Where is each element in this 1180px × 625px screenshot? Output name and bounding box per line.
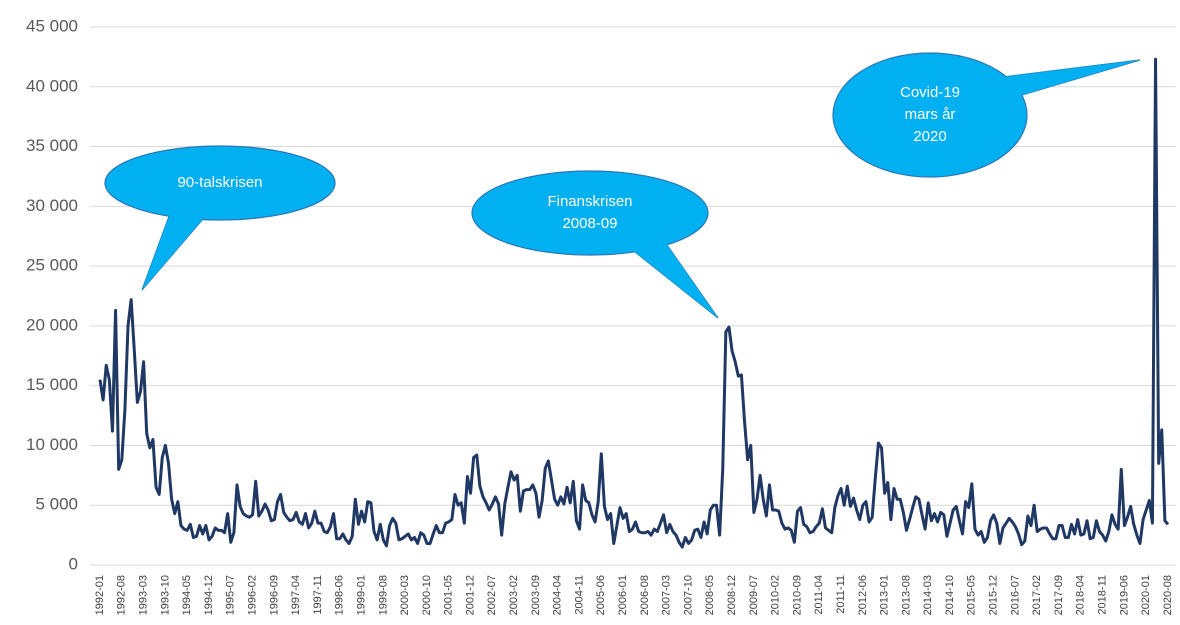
line-series xyxy=(98,57,1170,549)
x-tick-label: 2003-09 xyxy=(530,575,542,615)
x-tick-label: 2020-01 xyxy=(1140,575,1152,615)
x-tick-label: 1998-06 xyxy=(334,575,346,615)
callout: Finanskrisen 2008-09 xyxy=(471,170,719,319)
x-tick-label: 2020-08 xyxy=(1162,575,1174,615)
x-tick-label: 2015-12 xyxy=(988,575,1000,615)
callout-bubble xyxy=(471,170,709,256)
x-tick-label: 2008-12 xyxy=(726,575,738,615)
x-tick-label: 2007-10 xyxy=(682,575,694,615)
x-tick-label: 2010-09 xyxy=(791,575,803,615)
x-tick-label: 1992-08 xyxy=(116,575,128,615)
y-tick-label: 5 000 xyxy=(35,495,78,514)
x-tick-label: 2009-07 xyxy=(748,575,760,615)
annotation: 90-talskrisen xyxy=(177,174,262,191)
callout: Covid-19 mars år 2020 xyxy=(832,52,1141,178)
y-tick-label: 10 000 xyxy=(26,435,78,454)
x-tick-label: 2000-10 xyxy=(421,575,433,615)
x-tick-label: 1995-07 xyxy=(225,575,237,615)
x-tick-label: 2004-11 xyxy=(573,575,585,615)
annotation: Covid-19 xyxy=(900,84,960,101)
x-tick-label: 1994-05 xyxy=(181,575,193,615)
x-tick-label: 2002-07 xyxy=(486,575,498,615)
x-tick-label: 2013-08 xyxy=(900,575,912,615)
y-tick-label: 0 xyxy=(69,554,78,573)
y-tick-label: 45 000 xyxy=(26,16,78,35)
x-tick-label: 2006-01 xyxy=(617,575,629,615)
y-tick-label: 35 000 xyxy=(26,136,78,155)
x-tick-label: 1994-12 xyxy=(203,575,215,615)
x-tick-label: 1996-09 xyxy=(268,575,280,615)
x-tick-label: 2012-06 xyxy=(857,575,869,615)
callout-tail-fill xyxy=(142,200,215,290)
x-tick-label: 2016-07 xyxy=(1009,575,1021,615)
y-tick-label: 40 000 xyxy=(26,76,78,95)
callout-bubble xyxy=(832,52,1028,178)
callout-tail-fill xyxy=(620,235,718,318)
x-tick-label: 2003-02 xyxy=(508,575,520,615)
x-tick-label: 2001-12 xyxy=(464,575,476,615)
x-tick-label: 1997-11 xyxy=(312,575,324,615)
x-tick-label: 2006-08 xyxy=(639,575,651,615)
x-tick-label: 1992-01 xyxy=(94,575,106,615)
x-tick-label: 2010-02 xyxy=(770,575,782,615)
y-tick-label: 15 000 xyxy=(26,375,78,394)
x-tick-label: 1999-01 xyxy=(355,575,367,615)
x-tick-label: 2011-11 xyxy=(835,575,847,614)
x-tick-label: 2014-03 xyxy=(922,575,934,615)
x-tick-label: 2011-04 xyxy=(813,575,825,615)
x-tick-label: 1996-02 xyxy=(246,575,258,615)
x-tick-label: 2013-01 xyxy=(879,575,891,615)
y-tick-label: 30 000 xyxy=(26,196,78,215)
annotation: 2020 xyxy=(913,128,946,145)
x-tick-label: 2007-03 xyxy=(661,575,673,615)
x-tick-label: 1999-08 xyxy=(377,575,389,615)
x-tick-label: 2005-06 xyxy=(595,575,607,615)
x-tick-label: 2014-10 xyxy=(944,575,956,615)
callout-tail-fill xyxy=(995,60,1140,100)
annotation: 2008-09 xyxy=(562,215,617,232)
x-tick-label: 2019-06 xyxy=(1118,575,1130,615)
x-tick-label: 1993-03 xyxy=(137,575,149,615)
y-tick-label: 20 000 xyxy=(26,315,78,334)
x-tick-label: 2018-11 xyxy=(1097,575,1109,615)
x-tick-label: 2015-05 xyxy=(966,575,978,615)
x-tick-label: 2001-05 xyxy=(443,575,455,615)
x-tick-label: 1997-04 xyxy=(290,575,302,615)
y-tick-label: 25 000 xyxy=(26,256,78,275)
x-tick-label: 2017-02 xyxy=(1031,575,1043,615)
callout: 90-talskrisen xyxy=(104,145,336,291)
x-tick-label: 2017-09 xyxy=(1053,575,1065,615)
annotation: mars år xyxy=(905,106,956,123)
x-tick-label: 2018-04 xyxy=(1075,575,1087,615)
x-tick-label: 2008-05 xyxy=(704,575,716,615)
annotation: Finanskrisen xyxy=(547,193,632,210)
x-tick-label: 2000-03 xyxy=(399,575,411,615)
x-tick-label: 2004-04 xyxy=(552,575,564,615)
callout-bubble xyxy=(104,145,336,221)
x-tick-label: 1993-10 xyxy=(159,575,171,615)
